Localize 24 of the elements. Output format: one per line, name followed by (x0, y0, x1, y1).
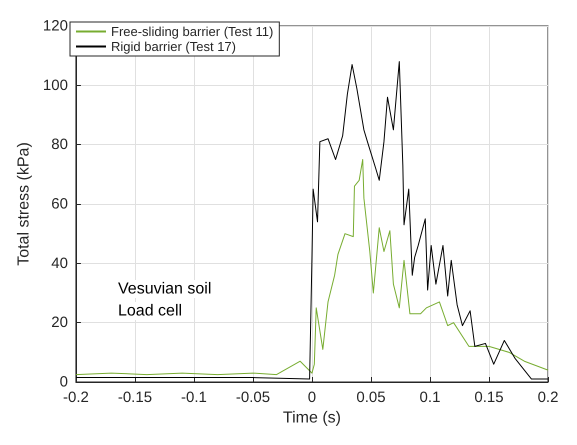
x-tick-label: -0.2 (62, 389, 89, 406)
y-tick-label: 120 (42, 18, 68, 34)
x-tick-label: 0.2 (538, 389, 558, 406)
legend-label: Free-sliding barrier (Test 11) (111, 24, 274, 39)
y-axis-title: Total stress (kPa) (16, 142, 32, 266)
x-tick-label: 0 (308, 389, 316, 406)
x-tick-label: -0.15 (118, 389, 152, 406)
x-tick-label: -0.1 (181, 389, 207, 406)
y-tick-label: 100 (42, 76, 68, 94)
y-tick-label: 60 (51, 196, 68, 212)
x-tick-label: 0.1 (420, 389, 440, 406)
y-tick-label: 40 (51, 254, 68, 272)
x-tick-label: 0.15 (474, 389, 504, 406)
line-series (75, 159, 548, 376)
line-series (75, 61, 548, 380)
y-tick-label: 80 (51, 136, 68, 154)
legend-label: Rigid barrier (Test 17) (111, 39, 236, 54)
y-tick-label: 0 (60, 374, 68, 390)
annotation: Load cell (118, 302, 182, 320)
annotation: Vesuvian soil (118, 280, 212, 298)
x-tick-label: 0.05 (356, 389, 386, 406)
x-axis-title: Time (s) (282, 410, 341, 426)
x-tick-label: -0.05 (236, 389, 270, 406)
y-tick-label: 20 (51, 314, 68, 332)
